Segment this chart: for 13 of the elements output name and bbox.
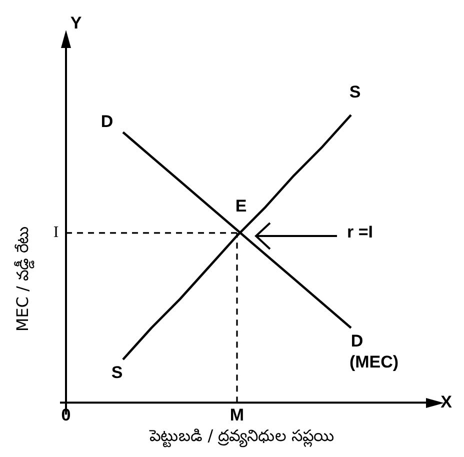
- annotation: r =I: [347, 222, 373, 242]
- text: D: [100, 112, 114, 131]
- y-axis-title: MEC / వడ్డీ రేటు: [13, 226, 36, 332]
- annotation: (MEC): [349, 352, 399, 372]
- text: S: [349, 82, 361, 102]
- series-label: S: [111, 363, 123, 382]
- x-axis-title: పెట్టుబడి / ద్రవ్యనిధుల సప్లయి: [148, 426, 334, 448]
- x-tick-label: M: [230, 405, 244, 424]
- ref-line-label: I: [53, 224, 59, 242]
- series-label: D: [350, 332, 364, 351]
- text: X: [440, 392, 453, 412]
- annotation: E: [235, 196, 247, 216]
- text: Y: [70, 14, 82, 33]
